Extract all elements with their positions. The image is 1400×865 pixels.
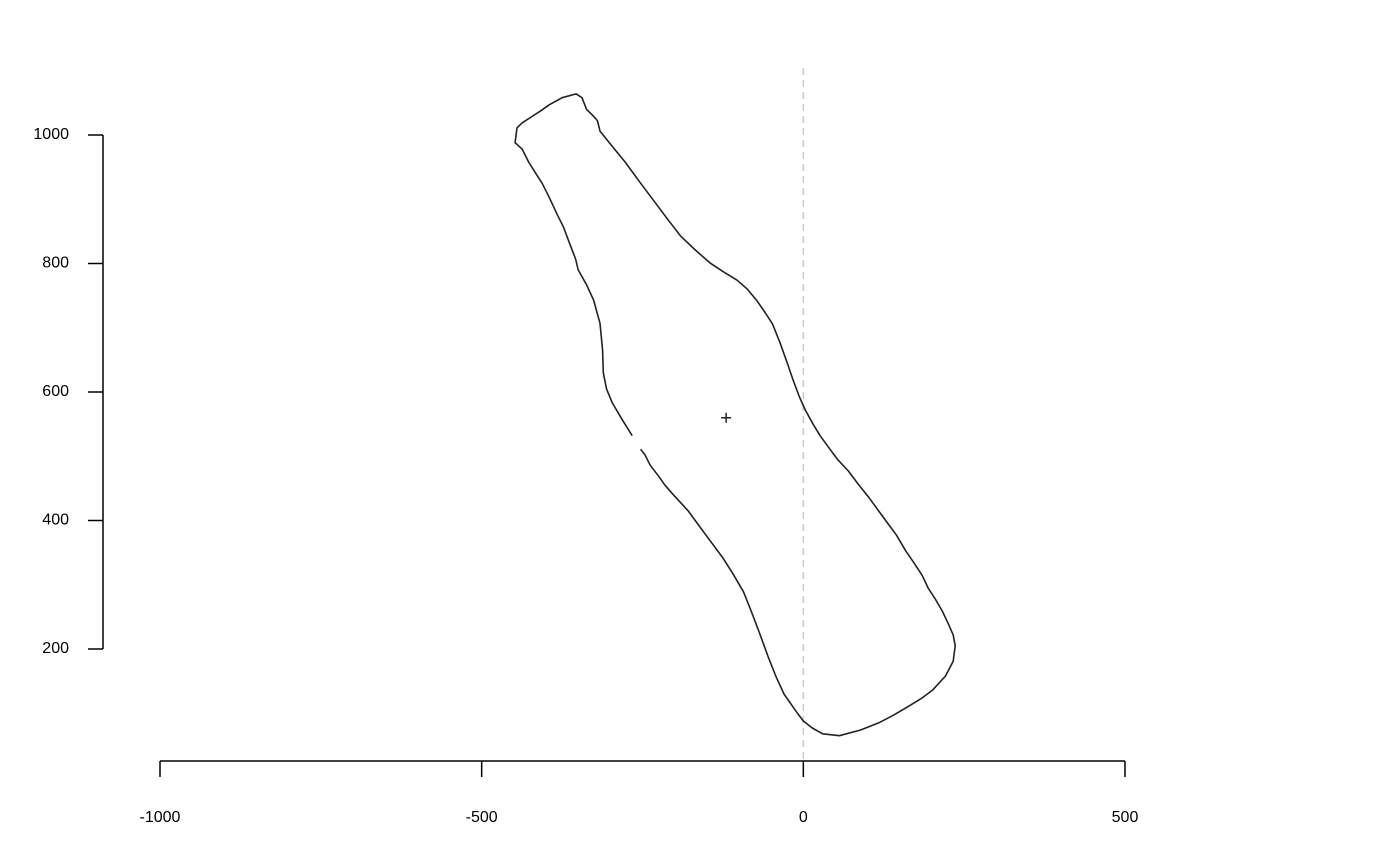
x-tick-label: 0 (799, 809, 808, 826)
y-tick-label: 400 (42, 512, 69, 529)
x-tick-label: 500 (1112, 809, 1139, 826)
y-tick-label: 1000 (33, 126, 69, 143)
outline (514, 93, 956, 737)
x-tick-label: -1000 (140, 809, 181, 826)
x-tick-label: -500 (466, 809, 498, 826)
y-tick-label: 600 (42, 383, 69, 400)
y-tick-label: 800 (42, 255, 69, 272)
y-tick-label: 200 (42, 640, 69, 657)
centroid (721, 412, 732, 423)
